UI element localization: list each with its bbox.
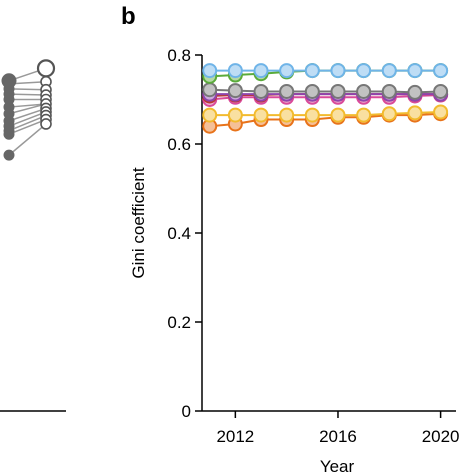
data-point	[202, 82, 218, 98]
data-point	[253, 83, 269, 99]
data-point	[356, 83, 372, 99]
data-point	[304, 83, 320, 99]
panel-a-connector	[8, 103, 47, 108]
data-point	[202, 107, 218, 123]
panel-a-connector	[8, 88, 47, 91]
panel-a-connector	[8, 111, 47, 127]
panel-b: 0 0.2 0.4 0.6 0.8 2012 2016 2020 Gini coeffici…	[129, 46, 460, 474]
data-point	[381, 106, 397, 122]
data-point	[381, 83, 397, 99]
data-point	[227, 63, 243, 79]
panel-a-connector	[8, 107, 47, 122]
data-point	[330, 107, 346, 123]
data-point	[330, 63, 346, 79]
panel-a-connector	[8, 118, 47, 135]
y-tick-label: 0.8	[167, 46, 191, 65]
data-point	[202, 63, 218, 79]
y-tick-label: 0	[182, 402, 191, 421]
data-point	[279, 83, 295, 99]
panel-a-point-open	[40, 118, 52, 130]
y-tick-label: 0.6	[167, 135, 191, 154]
data-point	[279, 63, 295, 79]
panel-a-point-filled	[3, 128, 15, 140]
data-point	[381, 63, 397, 79]
panel-a-connector	[8, 103, 47, 115]
x-tick-label: 2012	[216, 427, 254, 446]
panel-a	[0, 59, 66, 412]
y-ticks: 0 0.2 0.4 0.6 0.8	[167, 46, 202, 421]
data-point	[279, 107, 295, 123]
x-axis-title: Year	[320, 457, 355, 474]
data-point	[304, 63, 320, 79]
panel-label-b: b	[121, 3, 136, 30]
data-point	[253, 63, 269, 79]
data-point	[433, 83, 449, 99]
data-point	[433, 63, 449, 79]
series-7	[202, 63, 449, 79]
y-tick-label: 0.4	[167, 224, 191, 243]
panel-a-connector	[8, 123, 47, 156]
data-point	[330, 83, 346, 99]
data-point	[304, 107, 320, 123]
series-1	[202, 104, 449, 123]
series-line	[209, 94, 441, 101]
data-point	[356, 63, 372, 79]
panel-a-point-filled	[3, 149, 15, 161]
data-point	[227, 83, 243, 99]
series-line	[209, 112, 441, 128]
x-tick-label: 2020	[422, 427, 460, 446]
data-point	[356, 107, 372, 123]
series-5	[202, 82, 449, 100]
y-axis-title: Gini coefficient	[129, 167, 148, 278]
data-point	[433, 104, 449, 120]
data-point	[407, 84, 423, 100]
x-ticks: 2012 2016 2020	[216, 411, 460, 446]
panel-a-connector	[8, 114, 47, 132]
data-point	[253, 107, 269, 123]
panel-a-points	[1, 59, 56, 161]
data-point	[407, 63, 423, 79]
data-point	[407, 105, 423, 121]
x-tick-label: 2016	[319, 427, 357, 446]
panel-a-connector	[8, 93, 47, 96]
series-line	[209, 88, 441, 94]
panel-a-point-open	[36, 59, 56, 78]
series-line	[209, 110, 441, 117]
y-tick-label: 0.2	[167, 313, 191, 332]
series-group	[202, 63, 449, 134]
data-point	[227, 107, 243, 123]
